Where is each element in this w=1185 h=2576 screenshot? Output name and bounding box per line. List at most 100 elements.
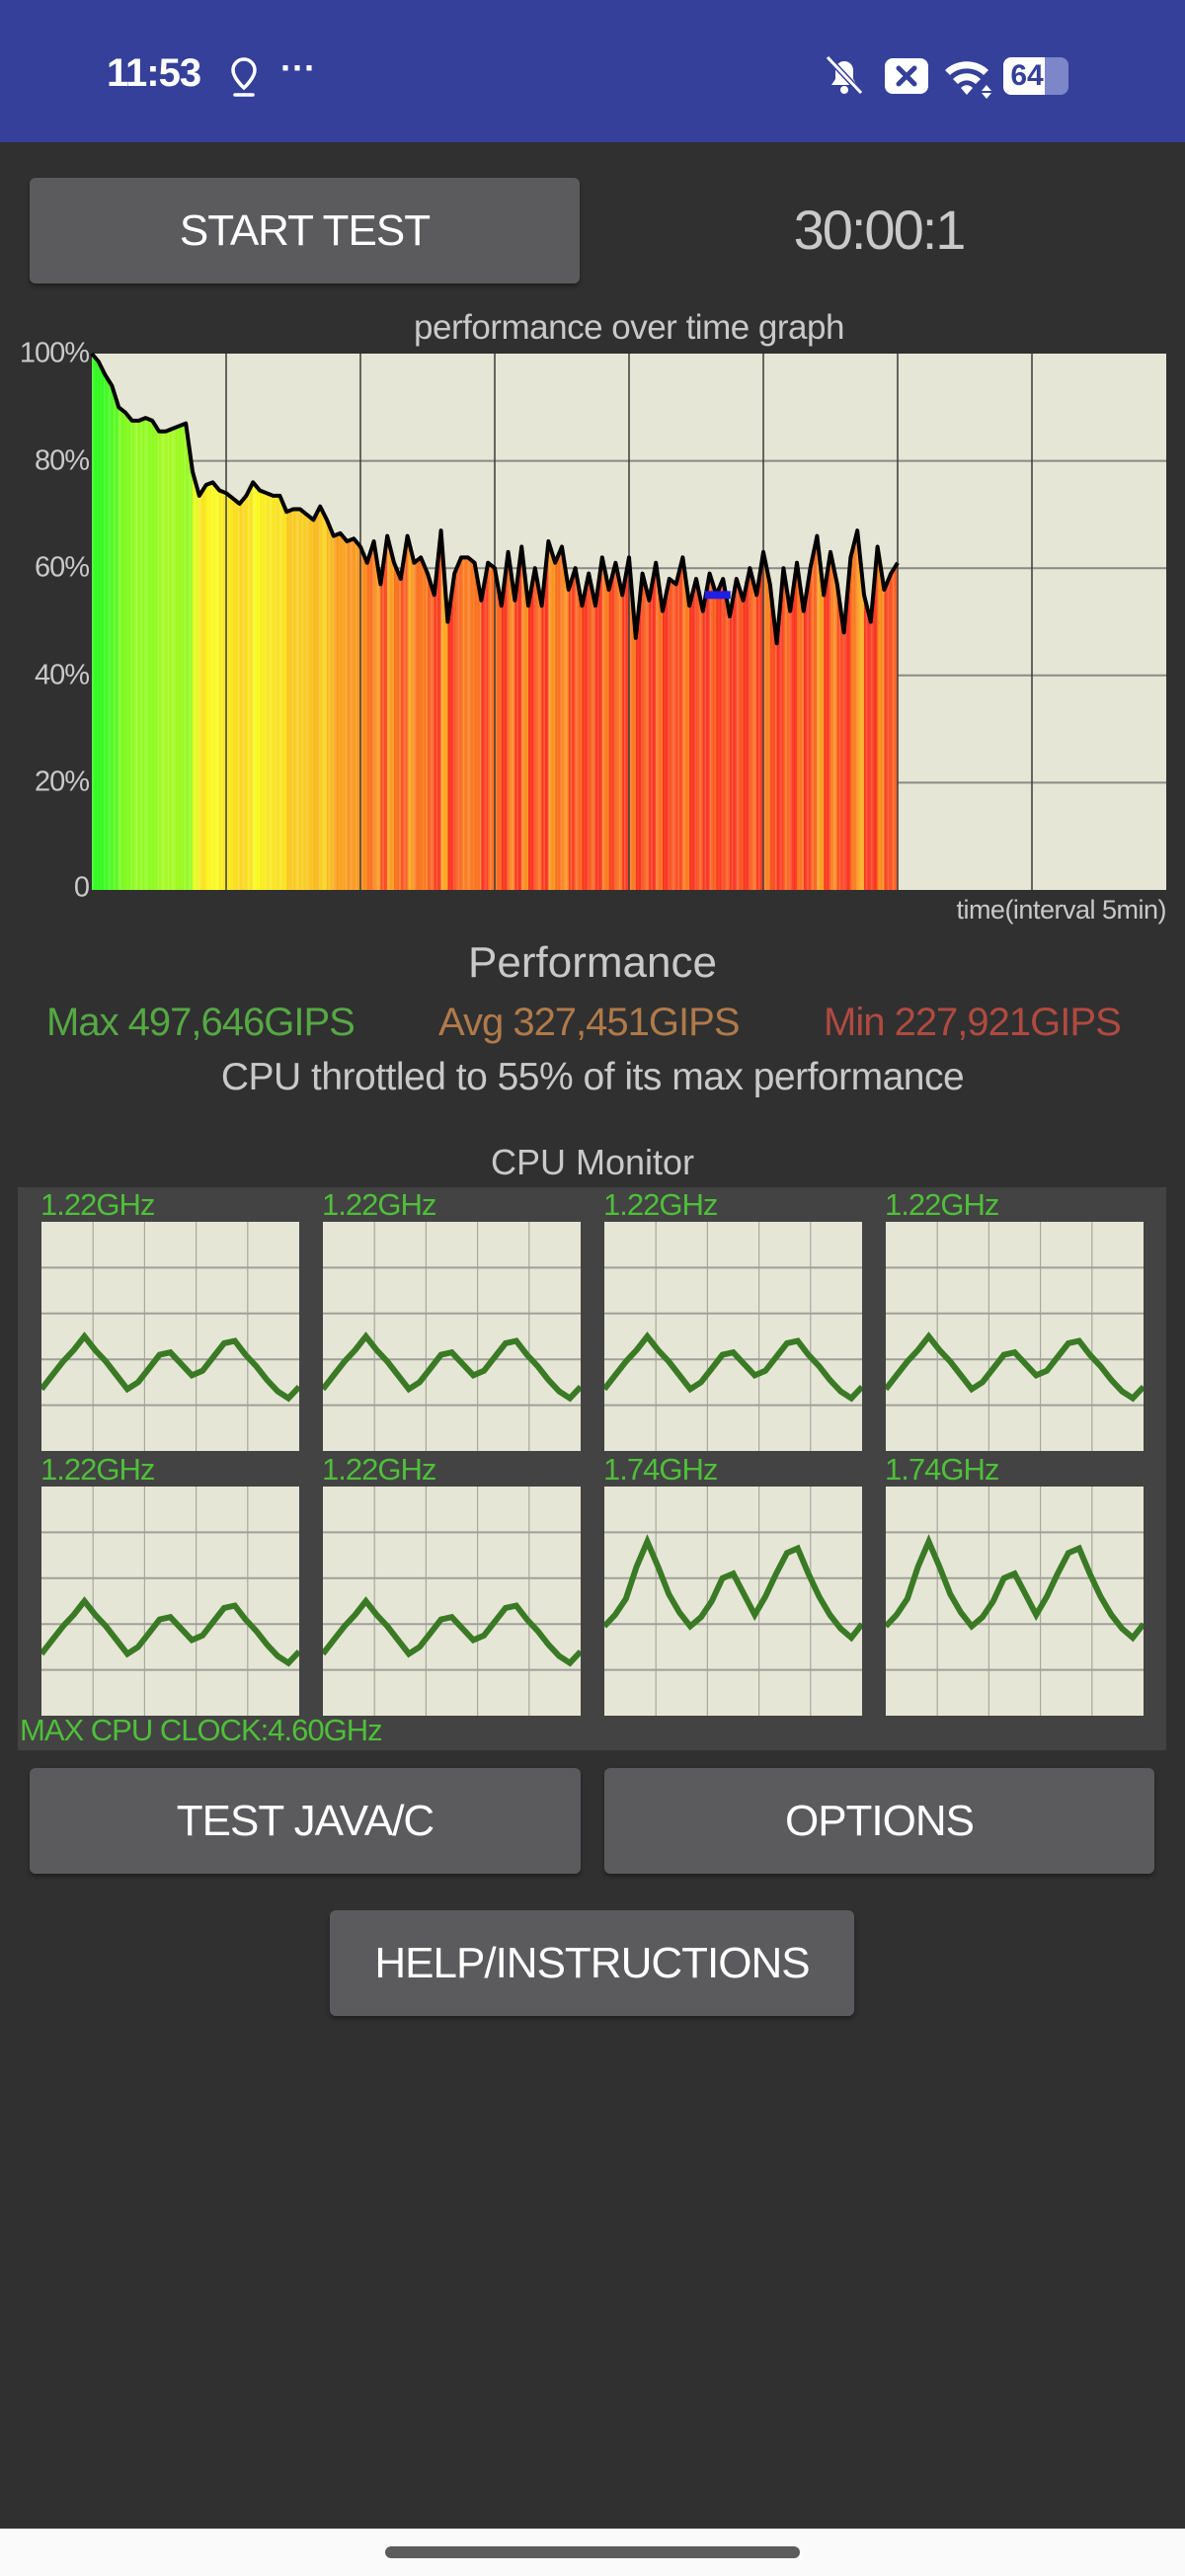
battery-icon: 64: [1003, 57, 1068, 95]
fill-stripe: [411, 354, 414, 890]
core-graph: [41, 1487, 299, 1716]
fill-stripe: [820, 354, 824, 890]
fill-stripe: [538, 354, 541, 890]
options-button[interactable]: OPTIONS: [604, 1768, 1154, 1874]
fill-stripe: [428, 354, 431, 890]
fill-stripe: [340, 354, 343, 890]
fill-stripe: [325, 354, 328, 890]
fill-stripe: [852, 354, 855, 890]
fill-stripe: [589, 354, 592, 890]
core-graph: [604, 1487, 862, 1716]
fill-stripe: [100, 354, 103, 890]
fill-stripe: [232, 354, 236, 890]
fill-stripe: [894, 354, 897, 890]
fill-stripe: [723, 354, 726, 890]
fill-stripe: [572, 354, 575, 890]
fill-stripe: [261, 354, 264, 890]
fill-stripe: [179, 354, 182, 890]
help-instructions-button[interactable]: HELP/INSTRUCTIONS: [330, 1910, 854, 2016]
fill-stripe: [284, 354, 287, 890]
wifi-icon: [945, 61, 991, 99]
fill-stripe: [115, 354, 118, 890]
fill-stripe: [874, 354, 877, 890]
fill-stripe: [764, 354, 767, 890]
fill-stripe: [244, 354, 247, 890]
fill-stripe: [421, 354, 424, 890]
fill-stripe: [189, 354, 192, 890]
y-tick-label: 40%: [34, 659, 90, 691]
fill-stripe: [363, 354, 366, 890]
fill-stripe: [474, 354, 477, 890]
fill-stripe: [249, 354, 253, 890]
fill-stripe: [150, 354, 153, 890]
fill-stripe: [687, 354, 690, 890]
fill-stripe: [388, 354, 392, 890]
fill-stripe: [884, 354, 887, 890]
fill-stripe: [214, 354, 217, 890]
fill-stripe: [234, 354, 237, 890]
fill-stripe: [833, 354, 836, 890]
y-tick-label: 20%: [34, 765, 90, 798]
fill-stripe: [382, 354, 385, 890]
max-cpu-clock: MAX CPU CLOCK:4.60GHz: [20, 1713, 383, 1747]
fill-stripe: [118, 354, 121, 890]
start-test-button[interactable]: START TEST: [30, 178, 580, 283]
fill-stripe: [719, 354, 723, 890]
fill-stripe: [203, 354, 207, 890]
core-frequency-line: [886, 1534, 1144, 1643]
y-tick-label: 60%: [34, 551, 90, 584]
fill-stripe: [639, 354, 642, 890]
fill-stripe: [582, 354, 585, 890]
fill-stripe: [603, 354, 606, 890]
core-frequency: 1.22GHz: [322, 1187, 436, 1222]
fill-stripe: [248, 354, 251, 890]
fill-stripe: [131, 354, 135, 890]
fill-stripe: [661, 354, 664, 890]
fill-stripe: [464, 354, 467, 890]
fill-stripe: [697, 354, 700, 890]
core-frequency: 1.74GHz: [603, 1452, 718, 1487]
fill-stripe: [730, 354, 733, 890]
fill-stripe: [114, 354, 117, 890]
core-graph: [604, 1222, 862, 1451]
fill-stripe: [825, 354, 829, 890]
fill-stripe: [853, 354, 857, 890]
fill-stripe: [236, 354, 239, 890]
test-java-c-button[interactable]: TEST JAVA/C: [30, 1768, 581, 1874]
fill-stripe: [714, 354, 717, 890]
fill-stripe: [395, 354, 398, 890]
fill-stripe: [805, 354, 808, 890]
fill-stripe: [521, 354, 524, 890]
fill-stripe: [142, 354, 145, 890]
fill-stripe: [433, 354, 435, 890]
fill-stripe: [516, 354, 519, 890]
fill-stripe: [167, 354, 170, 890]
fill-stripe: [822, 354, 825, 890]
fill-stripe: [279, 354, 282, 890]
fill-stripe: [563, 354, 566, 890]
fill-stripe: [157, 354, 160, 890]
fill-stripe: [103, 354, 107, 890]
fill-stripe: [713, 354, 716, 890]
status-bar: 11:53 ··· 64: [0, 0, 1185, 142]
fill-stripe: [347, 354, 350, 890]
fill-stripe: [666, 354, 669, 890]
fill-stripe: [685, 354, 689, 890]
fill-stripe: [484, 354, 488, 890]
fill-stripe: [887, 354, 891, 890]
fill-stripe: [349, 354, 352, 890]
home-gesture-handle[interactable]: [385, 2546, 800, 2558]
fill-stripe: [630, 354, 633, 890]
fill-stripe: [286, 354, 289, 890]
fill-stripe: [751, 354, 754, 890]
fill-stripe: [291, 354, 294, 890]
fill-stripe: [790, 354, 793, 890]
fill-stripe: [332, 354, 335, 890]
fill-stripe: [176, 354, 179, 890]
core-graph: [41, 1222, 299, 1451]
fill-stripe: [754, 354, 757, 890]
min-performance: Min 227,921GIPS: [824, 1001, 1122, 1044]
fill-stripe: [615, 354, 618, 890]
fill-stripe: [740, 354, 743, 890]
fill-stripe: [392, 354, 395, 890]
